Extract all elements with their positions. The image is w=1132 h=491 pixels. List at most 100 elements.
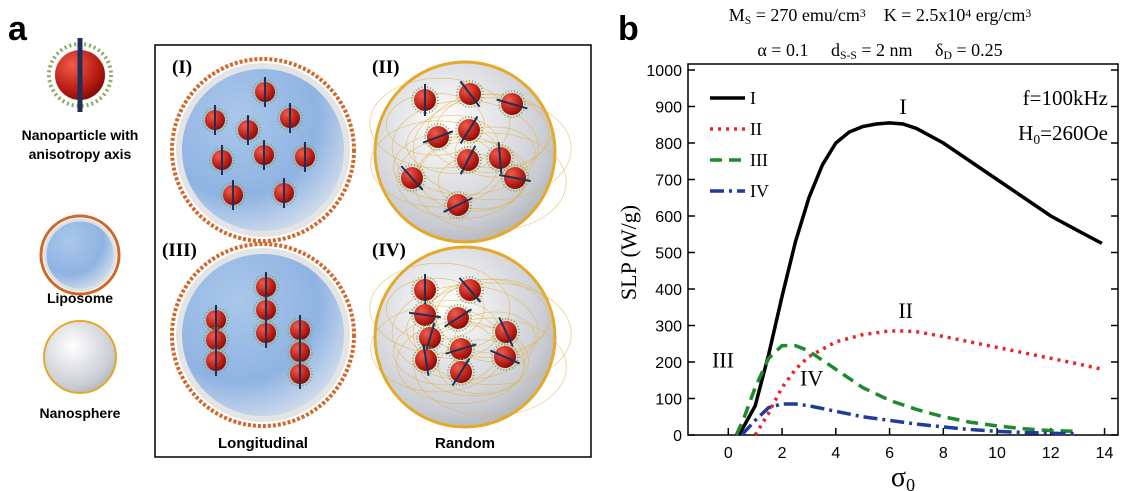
panel-label: (IV): [372, 240, 406, 261]
series-line: [734, 343, 1078, 436]
anisotropy-axis: [422, 344, 430, 376]
condition-label-part: 0: [1033, 132, 1040, 147]
anisotropy-axis: [459, 80, 481, 108]
panel-box: [154, 44, 592, 458]
fiber: [369, 262, 511, 354]
chart-title-part: erg/cm: [971, 5, 1025, 25]
x-tick-label: 6: [885, 445, 894, 462]
chart-title-part: D: [944, 49, 952, 62]
y-tick-label: 700: [655, 173, 682, 190]
y-tick-label: 1000: [646, 63, 682, 80]
chart-title: α = 0.1 dS-S = 2 nm δD = 0.25: [757, 40, 1002, 62]
condition-label-part: H: [1018, 121, 1033, 145]
y-tick-label: 500: [655, 246, 682, 263]
y-axis-label: SLP (W/g): [616, 205, 641, 300]
nanoparticle: [411, 301, 439, 329]
chart-title-part: S-S: [840, 49, 857, 62]
chart-title-part: M: [729, 5, 745, 25]
fiber: [426, 94, 549, 173]
panel-letter: b: [618, 10, 639, 48]
nanoparticle: [491, 343, 519, 371]
anisotropy-axis: [499, 173, 531, 183]
chart-title-part: = 2 nm δ: [857, 40, 944, 60]
chart-title-part: = 0.25: [952, 40, 1003, 60]
fiber: [369, 77, 511, 169]
series-line: [740, 402, 1078, 437]
nanoparticle: [456, 276, 484, 304]
nanoparticle: [501, 164, 529, 192]
nanoparticle: [447, 358, 475, 386]
series-line: [753, 329, 1103, 436]
anisotropy-axis: [400, 165, 424, 191]
vesicles: [170, 57, 572, 429]
column-label: Longitudinal: [218, 435, 308, 452]
curve-label: III: [712, 347, 734, 372]
liposome: [170, 57, 356, 243]
fiber: [412, 282, 572, 386]
anisotropy-axis: [496, 98, 528, 110]
chart-title-part: 3: [860, 7, 866, 20]
legend-label: II: [750, 119, 762, 139]
chart-title-part: S: [745, 14, 752, 27]
condition-label: f=100kHz: [1023, 86, 1108, 110]
nanoparticle-icon: [47, 38, 113, 112]
condition-label: H0=260Oe: [1018, 121, 1108, 147]
x-tick-label: 8: [939, 445, 948, 462]
chart-title-part: α = 0.1 d: [757, 40, 840, 60]
nanoparticle: [498, 90, 526, 118]
y-tick-label: 900: [655, 100, 682, 117]
nanoparticle: [444, 191, 472, 219]
nanosphere: [373, 245, 557, 429]
x-tick-label: 14: [1096, 445, 1114, 462]
liposome-icon: [39, 214, 121, 296]
panel-label: (II): [372, 57, 399, 78]
nanoparticle: [412, 346, 440, 374]
anisotropy-axis: [489, 349, 521, 365]
chart-title-part: 3: [1025, 7, 1031, 20]
legend-label: anisotropy axis: [29, 146, 132, 162]
column-label: Random: [435, 435, 495, 452]
condition-label-part: f=100kHz: [1023, 86, 1108, 110]
anisotropy-axis: [443, 197, 473, 213]
plot-frame: [687, 63, 1119, 436]
curve-label: IV: [800, 366, 823, 391]
anisotropy-axis: [422, 130, 454, 144]
panel-label: (III): [162, 240, 197, 261]
anisotropy-axis: [451, 357, 471, 387]
anisotropy-axis: [459, 145, 477, 175]
x-axis-label-part: 0: [906, 475, 915, 491]
anisotropy-axis: [459, 115, 479, 145]
x-tick-label: 2: [778, 445, 787, 462]
legend-label: Liposome: [47, 290, 113, 306]
y-tick-label: 0: [673, 428, 682, 445]
legend-label: IV: [750, 181, 769, 201]
fiber: [412, 97, 572, 201]
fiber: [385, 92, 485, 156]
anisotropy-axis: [458, 277, 482, 303]
nanoparticle: [447, 335, 475, 363]
anisotropy-axis: [445, 343, 477, 355]
nanoparticle: [486, 144, 514, 172]
nanoparticle: [454, 146, 482, 174]
panel-letter: a: [8, 10, 28, 48]
x-tick-label: 12: [1042, 445, 1060, 462]
nanoparticle: [456, 80, 484, 108]
condition-label-part: =260Oe: [1040, 121, 1108, 145]
y-tick-label: 200: [655, 355, 682, 372]
curve-label: I: [899, 94, 906, 119]
anisotropy-axis: [424, 322, 436, 354]
y-tick-label: 300: [655, 319, 682, 336]
nanoparticle: [492, 318, 520, 346]
liposome: [170, 242, 356, 428]
series-line: [737, 121, 1103, 436]
x-tick-label: 4: [831, 445, 840, 462]
panel-label: (I): [172, 57, 192, 78]
nanoparticle: [424, 123, 452, 151]
curve-label: II: [898, 298, 913, 323]
nanoparticle: [455, 116, 483, 144]
y-tick-label: 400: [655, 282, 682, 299]
anisotropy-axis: [497, 141, 503, 175]
anisotropy-axis: [498, 317, 514, 347]
